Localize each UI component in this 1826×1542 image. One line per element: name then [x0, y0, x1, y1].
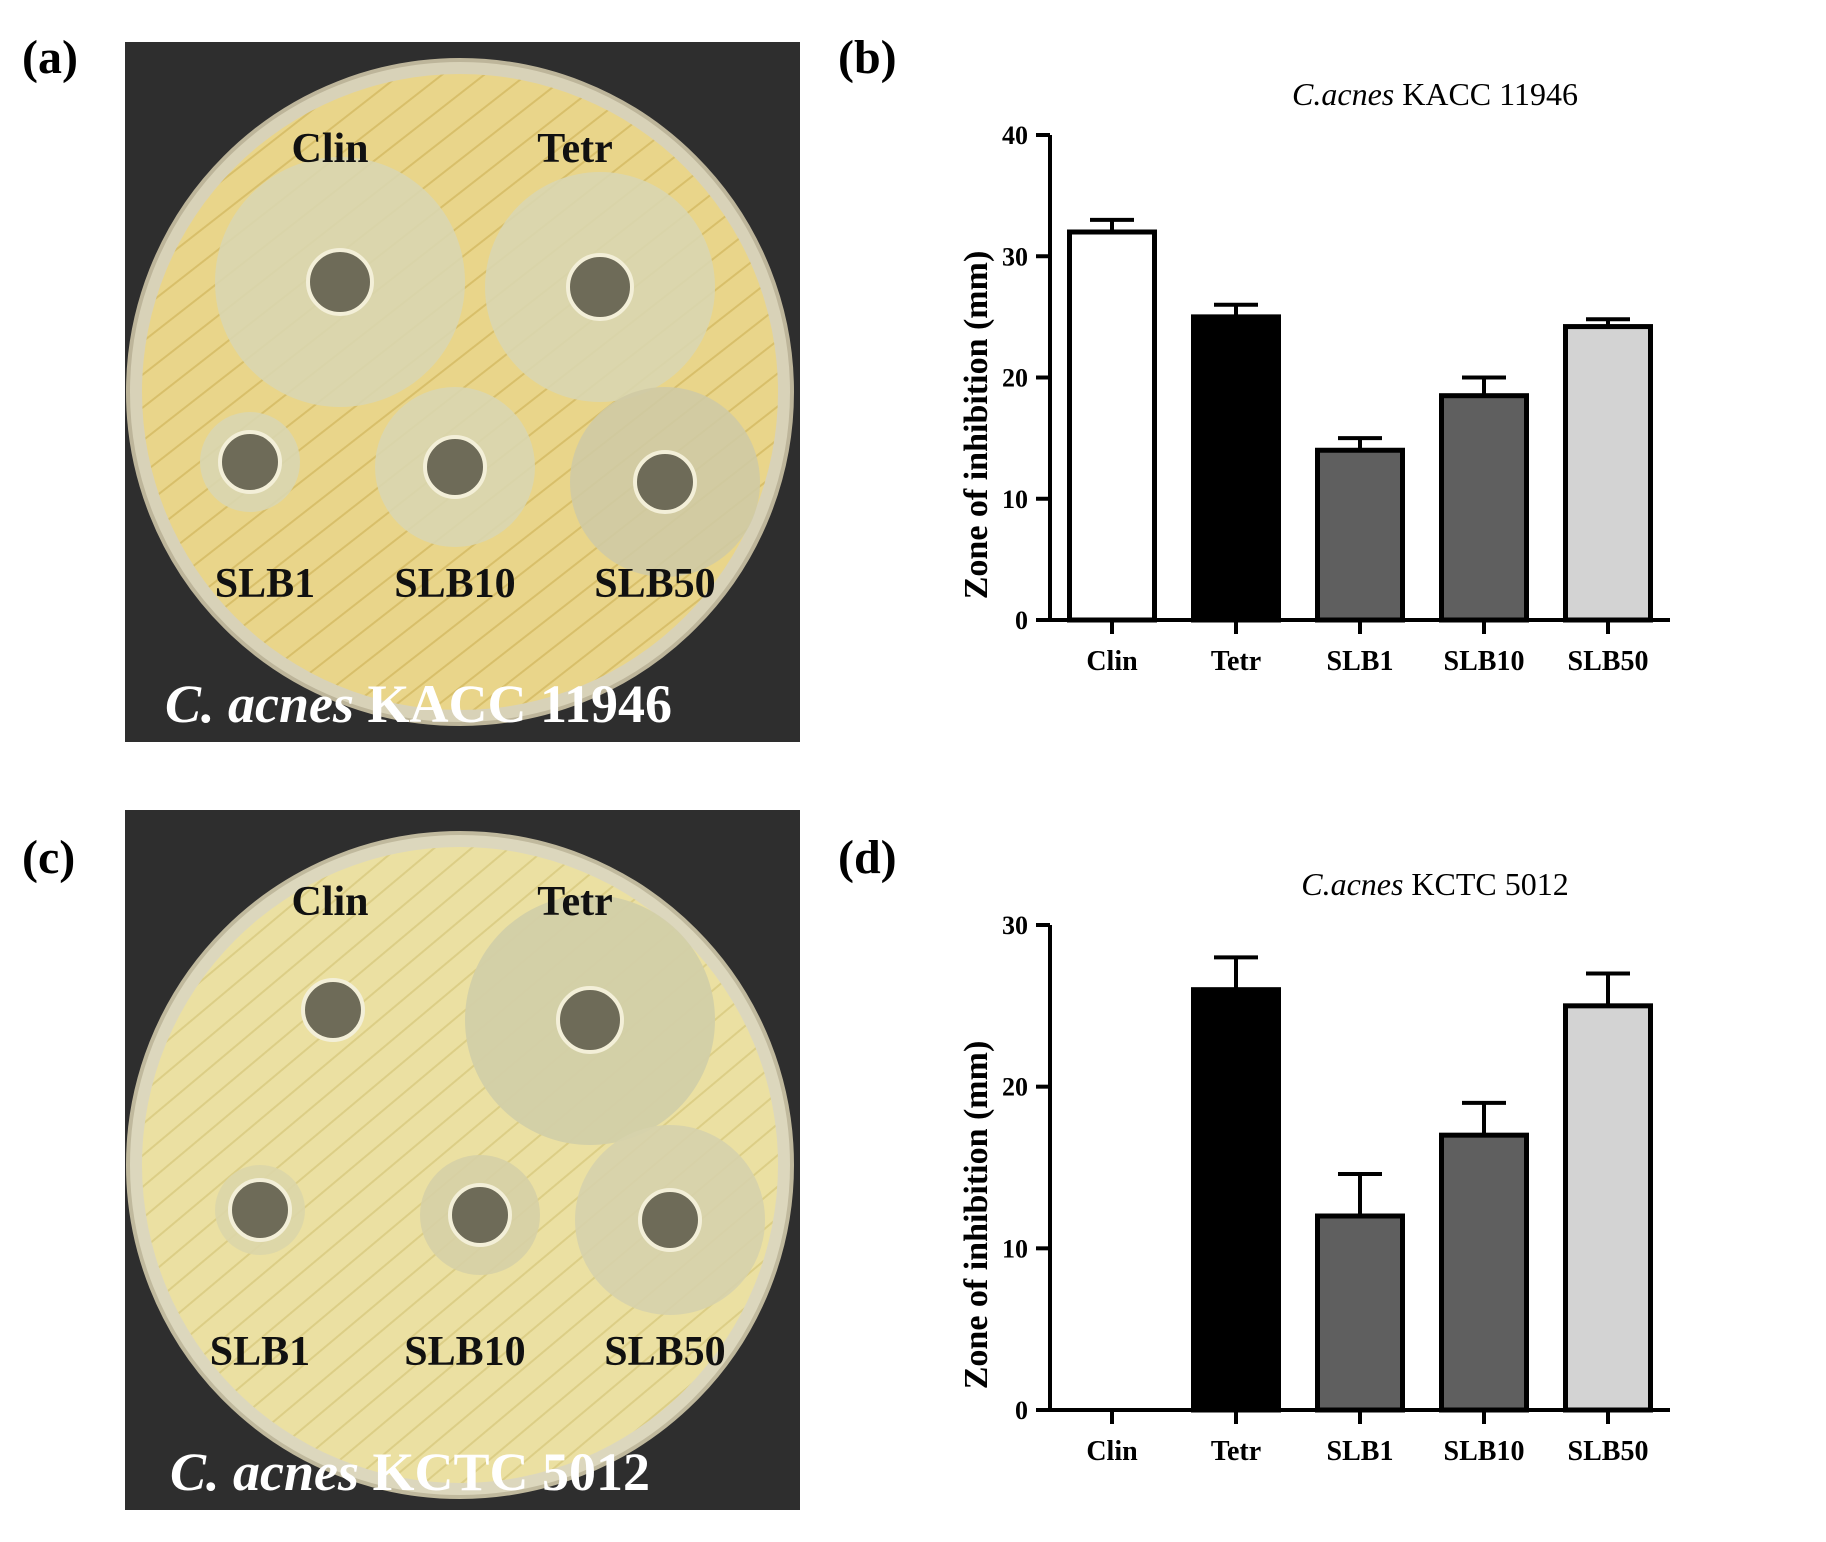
y-tick-label: 10 [1002, 1234, 1028, 1263]
bar-tetr [1191, 314, 1281, 623]
y-axis-title: Zone of inhibition (mm) [958, 1041, 995, 1390]
photo-label-tetr: Tetr [537, 126, 612, 172]
y-axis-title: Zone of inhibition (mm) [958, 251, 995, 600]
bar-slb10 [1439, 1132, 1529, 1413]
well-slb50 [633, 450, 697, 514]
x-tick-label-slb1: SLB1 [1327, 646, 1394, 677]
x-tick-label-clin: Clin [1086, 1436, 1138, 1467]
y-tick-label: 0 [1015, 606, 1028, 635]
x-tick-label-tetr: Tetr [1211, 646, 1261, 677]
bar-tetr [1191, 987, 1281, 1413]
x-tick-label-slb1: SLB1 [1327, 1436, 1394, 1467]
photo-label-slb50: SLB50 [604, 1329, 725, 1375]
y-tick-label: 0 [1015, 1396, 1028, 1425]
y-tick-label: 20 [1002, 364, 1028, 393]
chart-title: C.acnes KACC 11946 [1292, 76, 1578, 112]
well-tetr [566, 253, 634, 321]
photo-label-slb50: SLB50 [594, 561, 715, 607]
x-tick-label-tetr: Tetr [1211, 1436, 1261, 1467]
well-clin [301, 978, 365, 1042]
well-slb10 [448, 1183, 512, 1247]
photo-label-clin: Clin [291, 126, 368, 172]
x-tick-label-slb50: SLB50 [1568, 646, 1649, 677]
chart-title: C.acnes KCTC 5012 [1301, 866, 1569, 902]
bar-chart-d-svg: C.acnes KCTC 5012 Zone of inhibition (mm… [958, 866, 1670, 1467]
y-tick-label: 30 [1002, 242, 1028, 271]
petri-dish-photo-c: Clin Tetr SLB1 SLB10 SLB50 C. acnes KCTC… [125, 810, 800, 1510]
well-tetr [556, 986, 624, 1054]
panel-label-a: (a) [22, 31, 78, 84]
x-tick-label-slb10: SLB10 [1444, 646, 1525, 677]
photo-label-slb1: SLB1 [215, 561, 315, 607]
photo-label-slb10: SLB10 [394, 561, 515, 607]
bar-slb50 [1563, 1003, 1653, 1413]
photo-caption: C. acnes KACC 11946 [165, 674, 672, 734]
photo-caption: C. acnes KCTC 5012 [170, 1442, 650, 1502]
bar-slb1 [1315, 447, 1405, 623]
y-tick-label: 10 [1002, 485, 1028, 514]
panel-label-c: (c) [22, 831, 76, 884]
well-clin [306, 248, 374, 316]
bar-slb1 [1315, 1213, 1405, 1413]
x-tick-label-slb50: SLB50 [1568, 1436, 1649, 1467]
y-tick-label: 30 [1002, 911, 1028, 940]
well-slb10 [423, 435, 487, 499]
x-tick-label-clin: Clin [1086, 646, 1138, 677]
well-slb1 [218, 430, 282, 494]
well-slb1 [228, 1178, 292, 1242]
bar-slb50 [1563, 324, 1653, 623]
panel-label-b: (b) [838, 31, 897, 84]
well-slb50 [638, 1188, 702, 1252]
y-tick-label: 20 [1002, 1073, 1028, 1102]
photo-label-clin: Clin [291, 879, 368, 925]
photo-label-slb1: SLB1 [210, 1329, 310, 1375]
photo-label-tetr: Tetr [537, 879, 612, 925]
photo-label-slb10: SLB10 [404, 1329, 525, 1375]
x-tick-label-slb10: SLB10 [1444, 1436, 1525, 1467]
bar-slb10 [1439, 393, 1529, 623]
bar-chart-b: C.acnes KACC 11946 Zone of inhibition (m… [900, 60, 1800, 740]
bar-chart-d: C.acnes KCTC 5012 Zone of inhibition (mm… [900, 850, 1800, 1530]
bar-clin [1067, 229, 1157, 623]
bar-chart-b-svg: C.acnes KACC 11946 Zone of inhibition (m… [958, 76, 1670, 677]
y-tick-label: 40 [1002, 121, 1028, 150]
panel-label-d: (d) [838, 831, 897, 884]
petri-dish-photo-a: Clin Tetr SLB1 SLB10 SLB50 C. acnes KACC… [125, 42, 800, 742]
